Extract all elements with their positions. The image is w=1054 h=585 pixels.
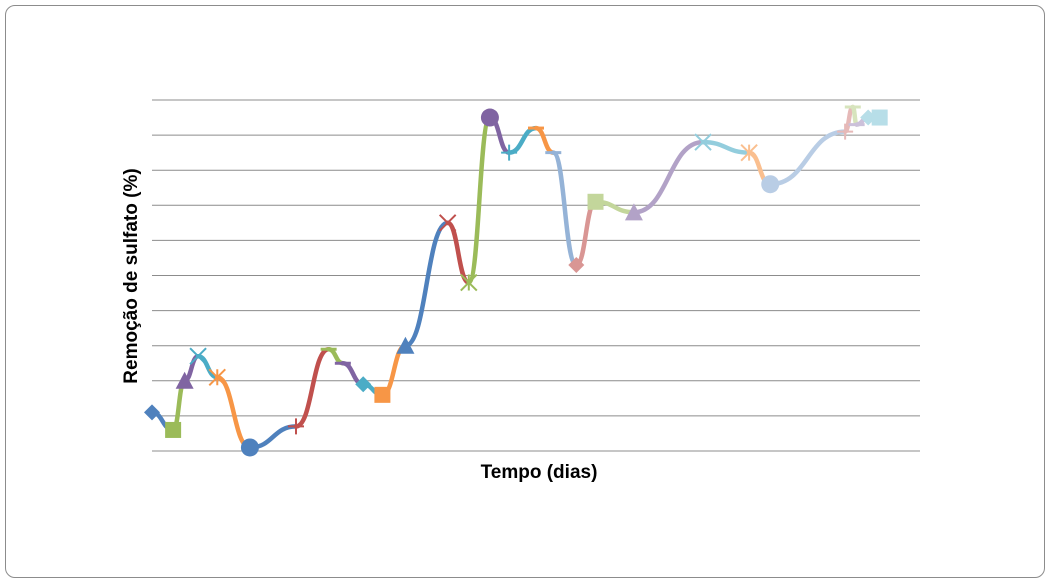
data-point-marker-6 [240,438,259,457]
series-line-18 [551,150,579,268]
data-point-marker-29 [871,109,888,126]
series-line-8 [326,346,346,366]
series-line-22 [700,139,752,155]
data-point-marker-10 [355,376,372,393]
series-line-17 [533,125,556,155]
data-point-marker-1 [144,404,160,421]
data-point-marker-11 [374,386,391,403]
series-line-16 [506,125,539,155]
data-point-marker-25 [837,123,854,140]
data-point-marker-21 [624,203,643,221]
data-point-marker-24 [761,175,780,194]
markers-group [144,105,888,457]
x-axis-title: Tempo (dias) [481,462,598,483]
data-point-marker-14 [460,273,478,292]
series-line-14 [466,115,493,285]
series-line-25 [842,104,856,134]
y-axis-title: Remoção de sulfato (%) [121,168,142,383]
data-point-marker-13 [438,214,457,232]
data-point-marker-12 [396,336,415,354]
series-line-5 [215,375,253,450]
series-line-12 [403,220,450,348]
data-point-marker-7 [288,418,304,435]
series-line-24 [767,129,848,187]
data-point-marker-5 [208,368,226,386]
data-point-marker-23 [740,143,758,162]
data-point-marker-15 [480,108,499,127]
data-point-marker-16 [501,144,518,161]
data-point-marker-4 [189,347,207,365]
data-point-marker-22 [694,133,712,151]
series-line-21 [631,139,706,215]
data-point-marker-20 [587,193,604,210]
data-point-marker-3 [175,371,194,389]
data-point-marker-19 [568,256,585,273]
series-line-26 [850,104,859,127]
gridlines [152,99,920,452]
series-line-13 [445,220,472,285]
series-line-19 [574,199,598,268]
data-point-marker-2 [165,421,182,438]
series-line-7 [293,346,331,429]
